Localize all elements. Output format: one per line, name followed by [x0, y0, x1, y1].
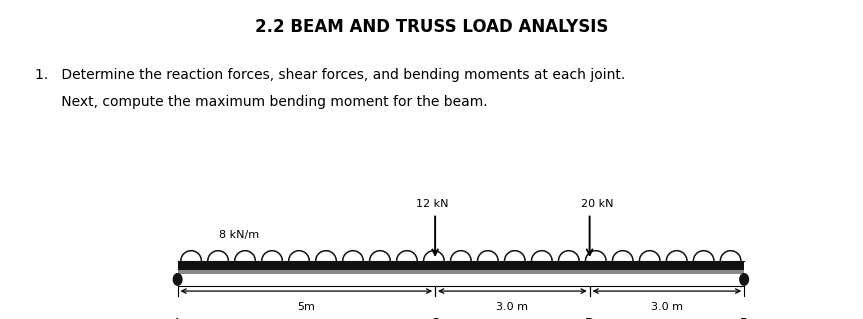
- Text: C: C: [431, 317, 439, 319]
- Bar: [178, 261, 744, 274]
- Ellipse shape: [173, 274, 182, 285]
- Text: 3.0 m: 3.0 m: [496, 302, 528, 312]
- Text: 3.0 m: 3.0 m: [651, 302, 683, 312]
- Text: Next, compute the maximum bending moment for the beam.: Next, compute the maximum bending moment…: [35, 95, 487, 109]
- Text: D: D: [585, 317, 595, 319]
- Text: 20 kN: 20 kN: [581, 199, 614, 210]
- Bar: [178, 271, 744, 274]
- Text: 8 kN/m: 8 kN/m: [219, 230, 259, 241]
- Text: 12 kN: 12 kN: [416, 199, 449, 210]
- Text: 5m: 5m: [298, 302, 315, 312]
- Text: A: A: [173, 317, 182, 319]
- Text: B: B: [740, 317, 748, 319]
- Ellipse shape: [740, 274, 748, 285]
- Text: 1.   Determine the reaction forces, shear forces, and bending moments at each jo: 1. Determine the reaction forces, shear …: [35, 68, 625, 82]
- Text: 2.2 BEAM AND TRUSS LOAD ANALYSIS: 2.2 BEAM AND TRUSS LOAD ANALYSIS: [255, 18, 608, 36]
